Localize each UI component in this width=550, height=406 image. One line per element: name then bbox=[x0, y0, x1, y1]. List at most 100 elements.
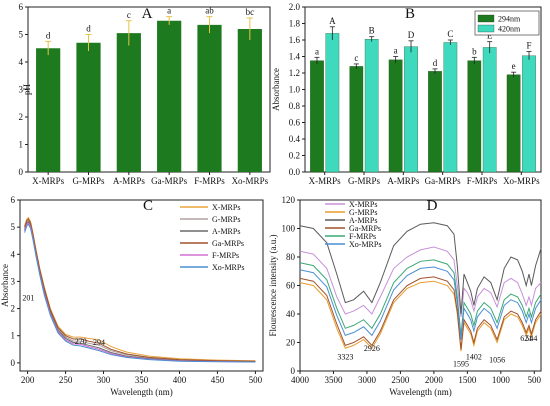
panel-c-ytick-label: 4 bbox=[11, 249, 16, 259]
panel-b-ytick-label: 0.0 bbox=[289, 167, 301, 177]
panel-a-xtick-label: X-MRPs bbox=[32, 176, 65, 186]
panel-d-letter: D bbox=[427, 198, 438, 214]
panel-d-ytick-label: 80 bbox=[286, 252, 296, 262]
panel-b-ylabel: Absorbance bbox=[271, 68, 281, 111]
panel-c-annotation: 270 bbox=[75, 337, 87, 346]
panel-a-bar bbox=[76, 42, 101, 172]
panel-b-xtick-label: F-MRPs bbox=[467, 176, 498, 186]
panel-d-annotation: 621 bbox=[520, 334, 532, 343]
panel-b-bar bbox=[404, 46, 418, 173]
panel-d-series-line bbox=[299, 222, 542, 315]
panel-b-bar bbox=[482, 47, 497, 173]
panel-d-ytick-label: 120 bbox=[282, 195, 296, 205]
panel-d-xtick-label: 1000 bbox=[492, 375, 511, 385]
panel-b-ytick-label: 1.4 bbox=[289, 52, 301, 62]
panel-b-ytick-label: 0.2 bbox=[289, 151, 300, 161]
panel-d-xtick-label: 1500 bbox=[458, 375, 477, 385]
panel-a-ytick-label: 4 bbox=[19, 57, 24, 67]
panel-d-annotation: 1595 bbox=[453, 360, 469, 369]
panel-a-xtick-label: Ga-MRPs bbox=[151, 176, 188, 186]
panel-c-ytick-label: 5 bbox=[11, 222, 16, 232]
panel-b-sig-letter: D bbox=[408, 30, 415, 40]
panel-b-bar bbox=[310, 60, 324, 173]
panel-c-annotation: 201 bbox=[22, 293, 34, 302]
panel-a-ylabel: pH bbox=[22, 84, 32, 96]
panel-b-sig-letter: E bbox=[487, 31, 493, 41]
panel-a-letter: A bbox=[142, 6, 153, 22]
panel-b-sig-letter: e bbox=[512, 61, 516, 71]
panel-b-xtick-label: Ga-MRPs bbox=[425, 176, 462, 186]
panel-d-xlabel: Wavelength (nm) bbox=[389, 387, 452, 397]
panel-d-xtick-label: 2500 bbox=[391, 375, 410, 385]
panel-b-sig-letter: B bbox=[369, 26, 375, 36]
panel-c-ytick-label: 1 bbox=[11, 331, 16, 341]
panel-a-ytick-label: 5 bbox=[19, 30, 24, 40]
panel-b-legend-label: 420nm bbox=[498, 25, 521, 34]
panel-b-sig-letter: d bbox=[433, 58, 438, 68]
panel-d-legend-label: F-MRPs bbox=[349, 232, 376, 241]
panel-d-ylabel: Flourescence intensity (a.u.) bbox=[268, 235, 278, 337]
panel-c-ytick-label: 3 bbox=[11, 276, 16, 286]
panel-d-plot-frame bbox=[299, 199, 542, 372]
panel-d-ytick-label: 20 bbox=[286, 338, 296, 348]
panel-b-bar bbox=[325, 33, 340, 173]
panel-b-ytick-label: 1.0 bbox=[289, 85, 301, 95]
panel-a-sig-letter: bc bbox=[246, 7, 255, 17]
panel-b-sig-letter: c bbox=[354, 53, 358, 63]
panel-a-xtick-label: A-MRPs bbox=[113, 176, 146, 186]
panel-a-sig-letter: c bbox=[127, 10, 131, 20]
panel-b-bar bbox=[364, 39, 379, 173]
panel-b-legend-swatch bbox=[477, 24, 495, 33]
panel-d-ytick-label: 40 bbox=[286, 309, 296, 319]
panel-a-ytick-label: 3 bbox=[19, 85, 24, 95]
panel-d-ytick-label: 0 bbox=[291, 366, 296, 376]
panel-d-annotation: 3323 bbox=[337, 353, 353, 362]
panel-a-bar bbox=[36, 48, 61, 172]
panel-c-xtick-label: 350 bbox=[135, 375, 149, 385]
panel-b-legend-label: 294nm bbox=[498, 15, 521, 24]
panel-b-ytick-label: 0.8 bbox=[289, 101, 301, 111]
panel-a-ytick-label: 6 bbox=[19, 2, 24, 12]
panel-c-xtick-label: 400 bbox=[173, 375, 187, 385]
panel-b-letter: B bbox=[405, 6, 415, 22]
panel-a-xtick-label: F-MRPs bbox=[194, 176, 225, 186]
panel-b-xtick-label: X-MRPs bbox=[309, 176, 342, 186]
panel-b-sig-letter: C bbox=[447, 29, 453, 39]
panel-d-annotation: 544 bbox=[525, 334, 537, 343]
panel-b-sig-letter: b bbox=[472, 46, 477, 56]
panel-b-xtick-label: Xo-MRPs bbox=[503, 176, 540, 186]
panel-c-legend-label: Ga-MRPs bbox=[212, 239, 244, 248]
panel-b-sig-letter: a bbox=[315, 46, 319, 56]
panel-b-sig-letter: A bbox=[329, 16, 336, 26]
panel-c-ylabel: Absorbance bbox=[0, 264, 10, 307]
panel-b-ytick-label: 1.2 bbox=[289, 68, 300, 78]
panel-b-bar bbox=[428, 71, 442, 173]
panel-b-legend-swatch bbox=[477, 14, 495, 23]
panel-a-plot-frame bbox=[27, 6, 271, 173]
panel-c-plot-frame bbox=[19, 199, 264, 372]
panel-b-ytick-label: 0.4 bbox=[289, 134, 301, 144]
panel-b-ytick-label: 2.0 bbox=[289, 2, 301, 12]
panel-a-bar bbox=[116, 33, 141, 172]
panel-b-sig-letter: F bbox=[527, 41, 532, 51]
panel-d-legend-label: A-MRPs bbox=[349, 216, 377, 225]
panel-d-xtick-label: 3000 bbox=[358, 375, 377, 385]
panel-b-bar bbox=[467, 60, 482, 173]
panel-a-bar bbox=[157, 20, 182, 172]
panel-a-sig-letter: a bbox=[167, 6, 171, 16]
panel-a-xtick-label: Xo-MRPs bbox=[232, 176, 269, 186]
panel-b-bar bbox=[388, 59, 403, 173]
panel-c-legend-label: A-MRPs bbox=[212, 227, 240, 236]
panel-a-bar bbox=[197, 24, 222, 172]
panel-b-bar bbox=[349, 66, 364, 173]
panel-d-annotation: 2926 bbox=[364, 344, 380, 353]
panel-c-legend-label: X-MRPs bbox=[212, 203, 240, 212]
panel-b-ytick-label: 0.6 bbox=[289, 118, 301, 128]
panel-c-xtick-label: 200 bbox=[21, 375, 35, 385]
panel-d-xtick-label: 4000 bbox=[291, 375, 310, 385]
panel-c-letter: C bbox=[143, 198, 153, 214]
panel-a-ytick-label: 2 bbox=[19, 112, 24, 122]
panel-d-series-line bbox=[299, 246, 542, 317]
panel-c-legend-label: Xo-MRPs bbox=[212, 263, 244, 272]
